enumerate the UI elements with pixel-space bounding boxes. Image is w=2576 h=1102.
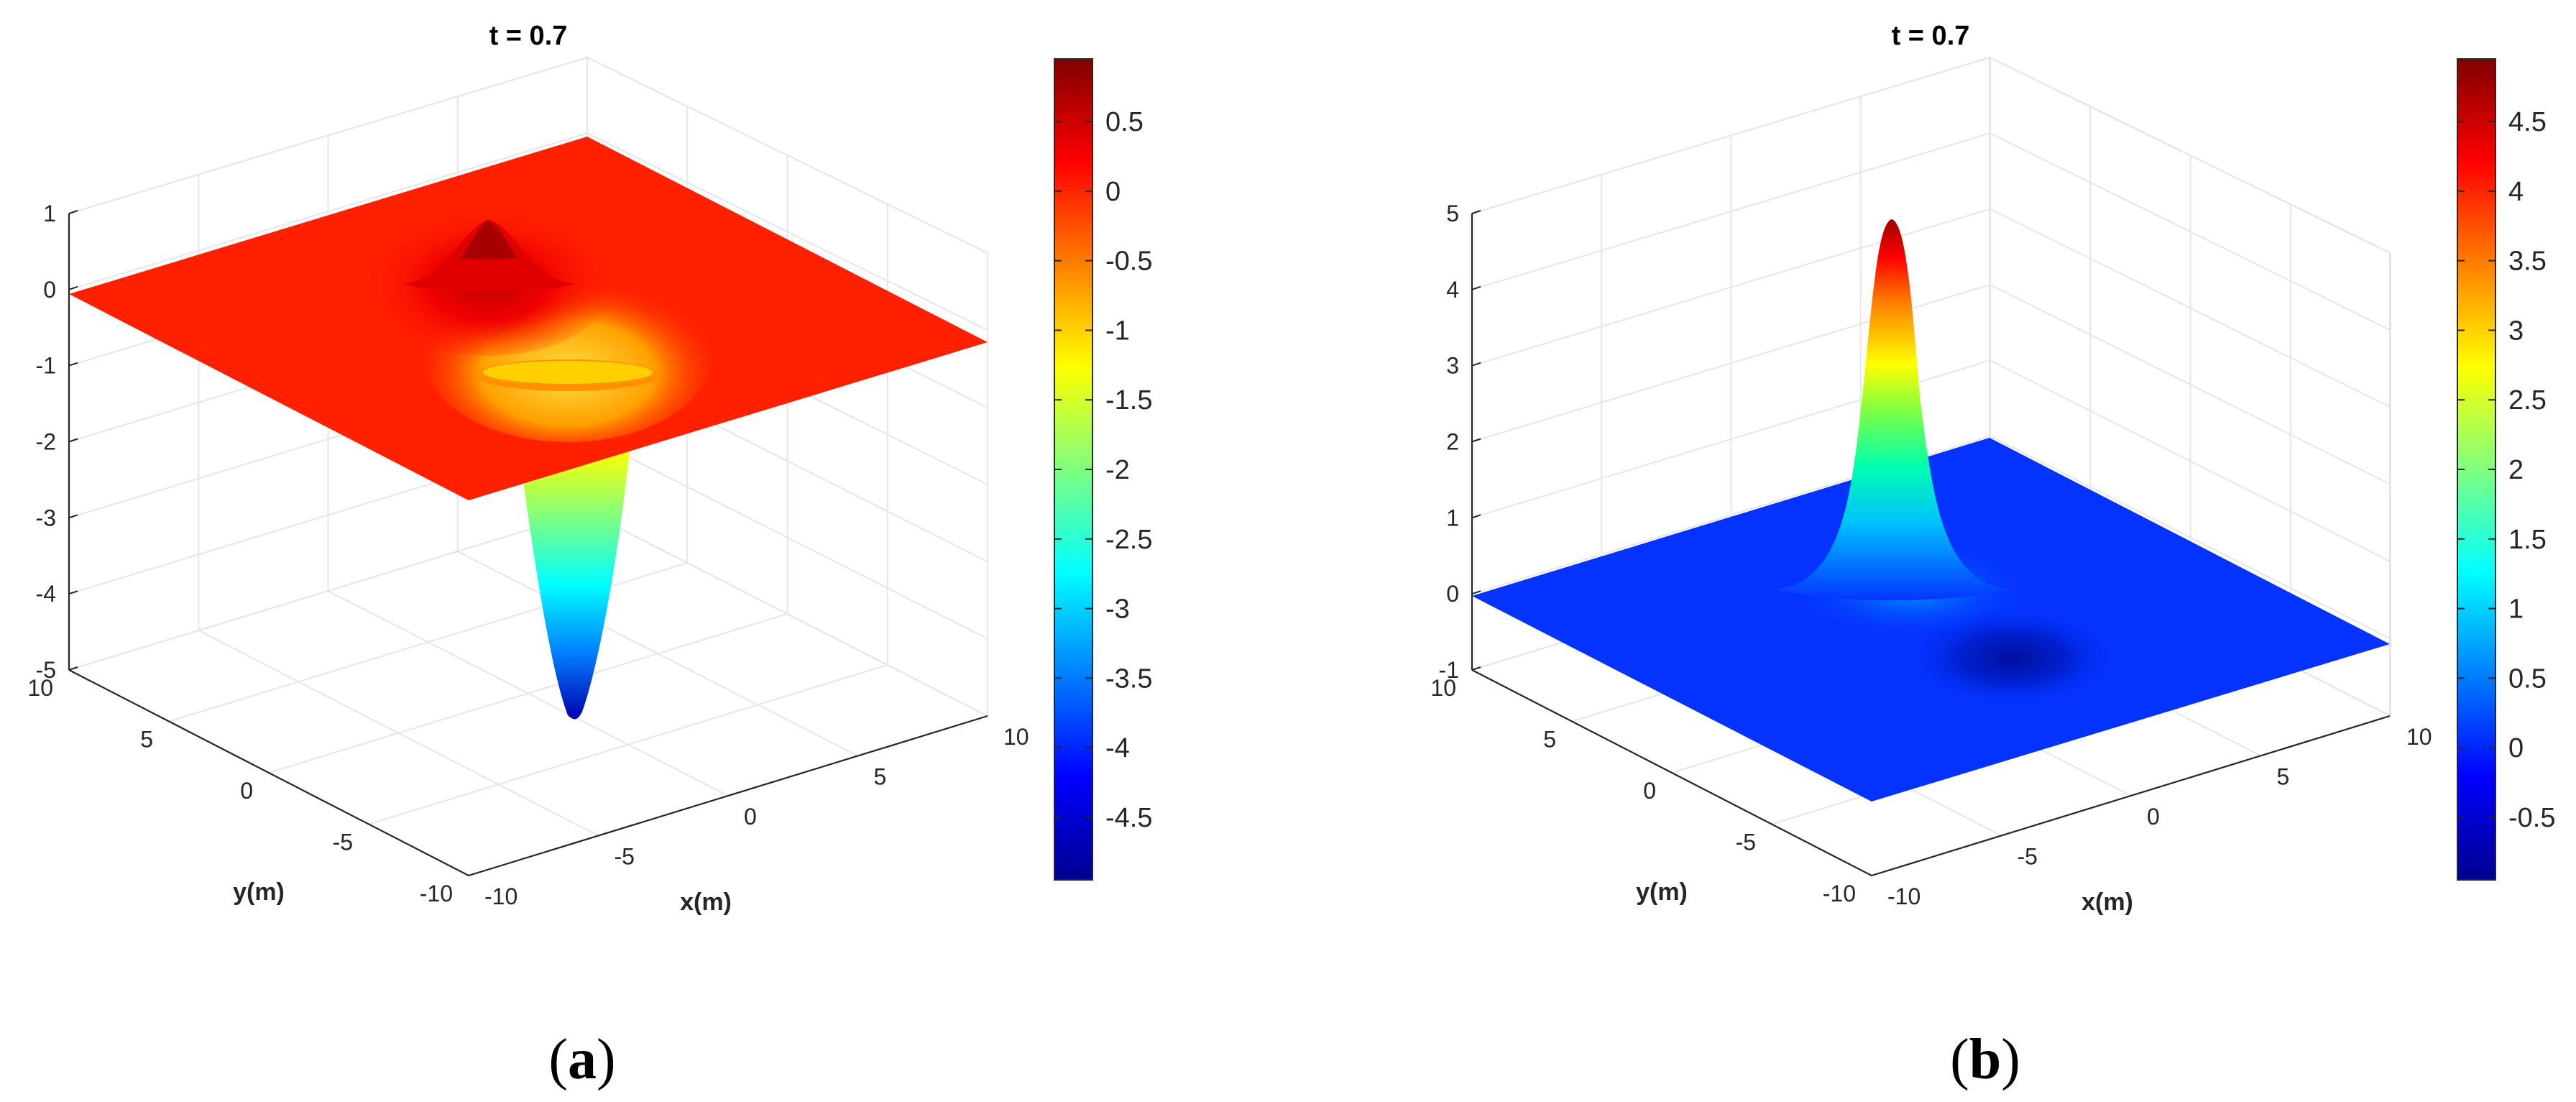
z-tick-mark	[1471, 210, 1481, 214]
colorbar-tick-label: -4.5	[1105, 803, 1152, 833]
z-tick-mark	[1471, 438, 1481, 443]
z-tick-mark	[1471, 514, 1481, 519]
z-tick-mark	[1471, 285, 1481, 290]
y-tick-label: -5	[1736, 830, 1756, 855]
panel-b-caption: (b)	[1950, 1028, 2020, 1091]
colorbar-tick-label: 0	[2508, 733, 2524, 763]
x-tick-label: 5	[874, 764, 887, 790]
x-gridline	[586, 511, 988, 717]
z-tick-label: 3	[1446, 353, 1459, 379]
z-tick-label: -1	[1439, 657, 1459, 683]
panel-a-colorbar-ticks: 0.5 0 -0.5 -1 -1.5 -2 -2.5 -3 -3.5 -4 -4.5	[1054, 107, 1152, 833]
panel-b-y-axis-label: y(m)	[1636, 878, 1688, 906]
z-tick-label: 0	[43, 277, 56, 303]
z-tick-label: -4	[36, 581, 56, 607]
colorbar-tick-label: -4	[1105, 733, 1130, 763]
panel-a-peak-top	[460, 221, 518, 259]
panel-a-x-axis-label: x(m)	[680, 889, 732, 916]
panel-b-colorbar-ticks: 4.5 4 3.5 3 2.5 2 1.5 1 0.5 0 -0.5	[2457, 107, 2555, 833]
x-tick-label: -10	[1887, 883, 1920, 909]
colorbar-tick-label: -1.5	[1105, 385, 1152, 415]
z-tick-label: -2	[36, 429, 56, 455]
colorbar-tick-label: 1.5	[2508, 525, 2547, 555]
panel-a-caption: (a)	[548, 1028, 615, 1091]
colorbar-tick-label: -2.5	[1105, 525, 1152, 555]
panel-a-trough	[519, 450, 630, 720]
y-tick-label: 10	[1430, 675, 1456, 701]
colorbar-tick-label: -3.5	[1105, 664, 1152, 694]
z-tick-mark	[68, 438, 78, 443]
z-tick-label: 2	[1446, 429, 1459, 455]
y-tick-label: 10	[27, 675, 53, 701]
z-tick-label: 5	[1446, 201, 1459, 226]
y-gridline	[368, 664, 888, 825]
colorbar-tick-label: 2	[2508, 455, 2524, 485]
colorbar-tick-label: 0	[1105, 177, 1121, 207]
y-tick-label: 5	[140, 727, 153, 753]
z-tick-mark	[1471, 362, 1481, 367]
colorbar-tick-label: 1	[2508, 594, 2524, 625]
z-tick-label: 1	[43, 201, 56, 226]
x-tick-label: 5	[2277, 764, 2290, 790]
panel-a-title: t = 0.7	[489, 21, 568, 51]
colorbar-tick-label: -1	[1105, 316, 1130, 346]
x-tick-label: 10	[1003, 724, 1029, 750]
colorbar-tick-label: 0.5	[2508, 664, 2547, 694]
colorbar-tick-label: 4	[2508, 177, 2524, 207]
panel-b-peak	[1775, 219, 2009, 600]
z-tick-label: 0	[1446, 581, 1459, 607]
panel-a-caption-letter: a	[568, 1028, 597, 1091]
colorbar-tick-label: -0.5	[1105, 247, 1152, 277]
z-tick-label: -1	[36, 353, 56, 379]
colorbar-tick-label: -2	[1105, 455, 1130, 485]
z-tick-label: -3	[36, 505, 56, 531]
z-tick-mark	[68, 210, 78, 214]
z-tick-mark	[68, 666, 78, 671]
x-tick-label: 0	[2147, 804, 2160, 830]
y-tick-label: 5	[1543, 727, 1556, 753]
z-tick-mark	[68, 285, 78, 290]
panel-b-dip-shading	[1905, 607, 2120, 708]
panel-a-trough-rim	[483, 361, 653, 384]
x-tick-label: 0	[744, 804, 757, 830]
panel-b-title: t = 0.7	[1892, 21, 1970, 51]
z-tick-mark	[68, 362, 78, 367]
colorbar-tick-label: 0.5	[1105, 107, 1144, 137]
colorbar-tick-label: 3	[2508, 316, 2524, 346]
y-tick-label: -5	[333, 830, 353, 855]
x-tick-label: 10	[2406, 724, 2432, 750]
z-tick-mark	[1471, 590, 1481, 595]
z-tick-label: 1	[1446, 505, 1459, 531]
y-tick-label: -10	[1823, 881, 1856, 906]
z-tick-label: 4	[1446, 277, 1459, 303]
colorbar-tick-label: -3	[1105, 594, 1130, 625]
x-gridline	[457, 551, 858, 757]
y-tick-label: 0	[240, 778, 253, 804]
panel-a-y-axis-label: y(m)	[233, 878, 285, 906]
colorbar-tick-label: -0.5	[2508, 803, 2555, 833]
x-tick-label: -10	[484, 883, 518, 909]
z-tick-mark	[68, 514, 78, 519]
colorbar-tick-label: 4.5	[2508, 107, 2547, 137]
z-tick-label: -5	[36, 657, 56, 683]
panel-b-x-axis-label: x(m)	[2082, 889, 2133, 916]
z-tick-mark	[1471, 666, 1481, 671]
panel-b-caption-letter: b	[1969, 1028, 2002, 1091]
y-tick-label: 0	[1643, 778, 1656, 804]
x-tick-label: -5	[2018, 844, 2038, 870]
colorbar-tick-label: 2.5	[2508, 385, 2547, 415]
x-gridline	[328, 590, 729, 796]
colorbar-tick-label: 3.5	[2508, 247, 2547, 277]
z-tick-mark	[68, 590, 78, 595]
x-tick-label: -5	[615, 844, 635, 870]
y-tick-label: -10	[420, 881, 453, 906]
